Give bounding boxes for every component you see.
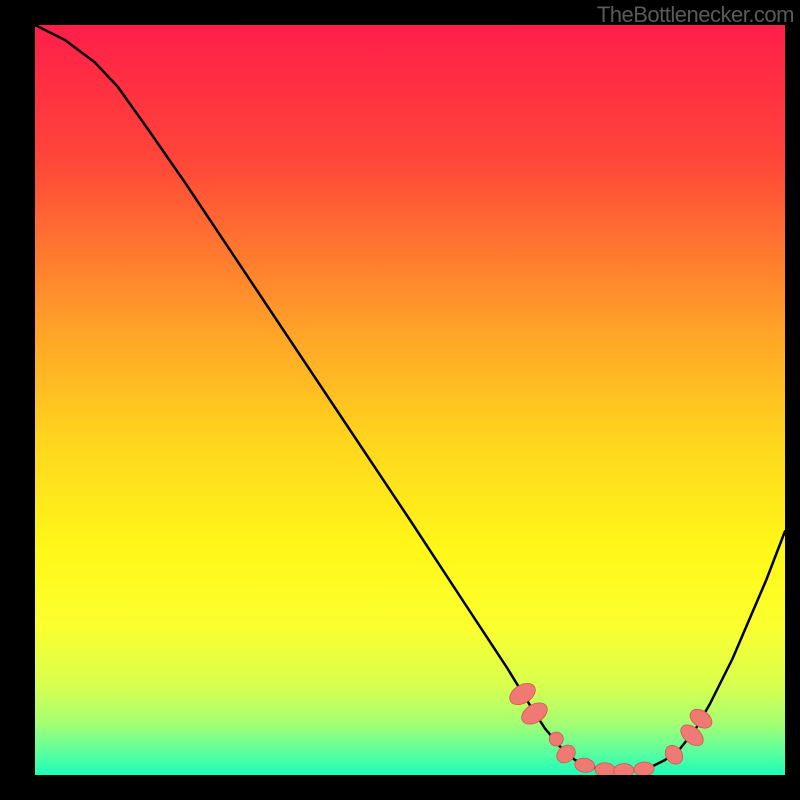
bottleneck-curve-chart: TheBottlenecker.com (0, 0, 800, 800)
data-marker (549, 732, 563, 746)
watermark-text: TheBottlenecker.com (597, 2, 794, 28)
chart-background (35, 25, 785, 775)
data-marker (595, 762, 615, 777)
chart-svg (0, 0, 800, 800)
